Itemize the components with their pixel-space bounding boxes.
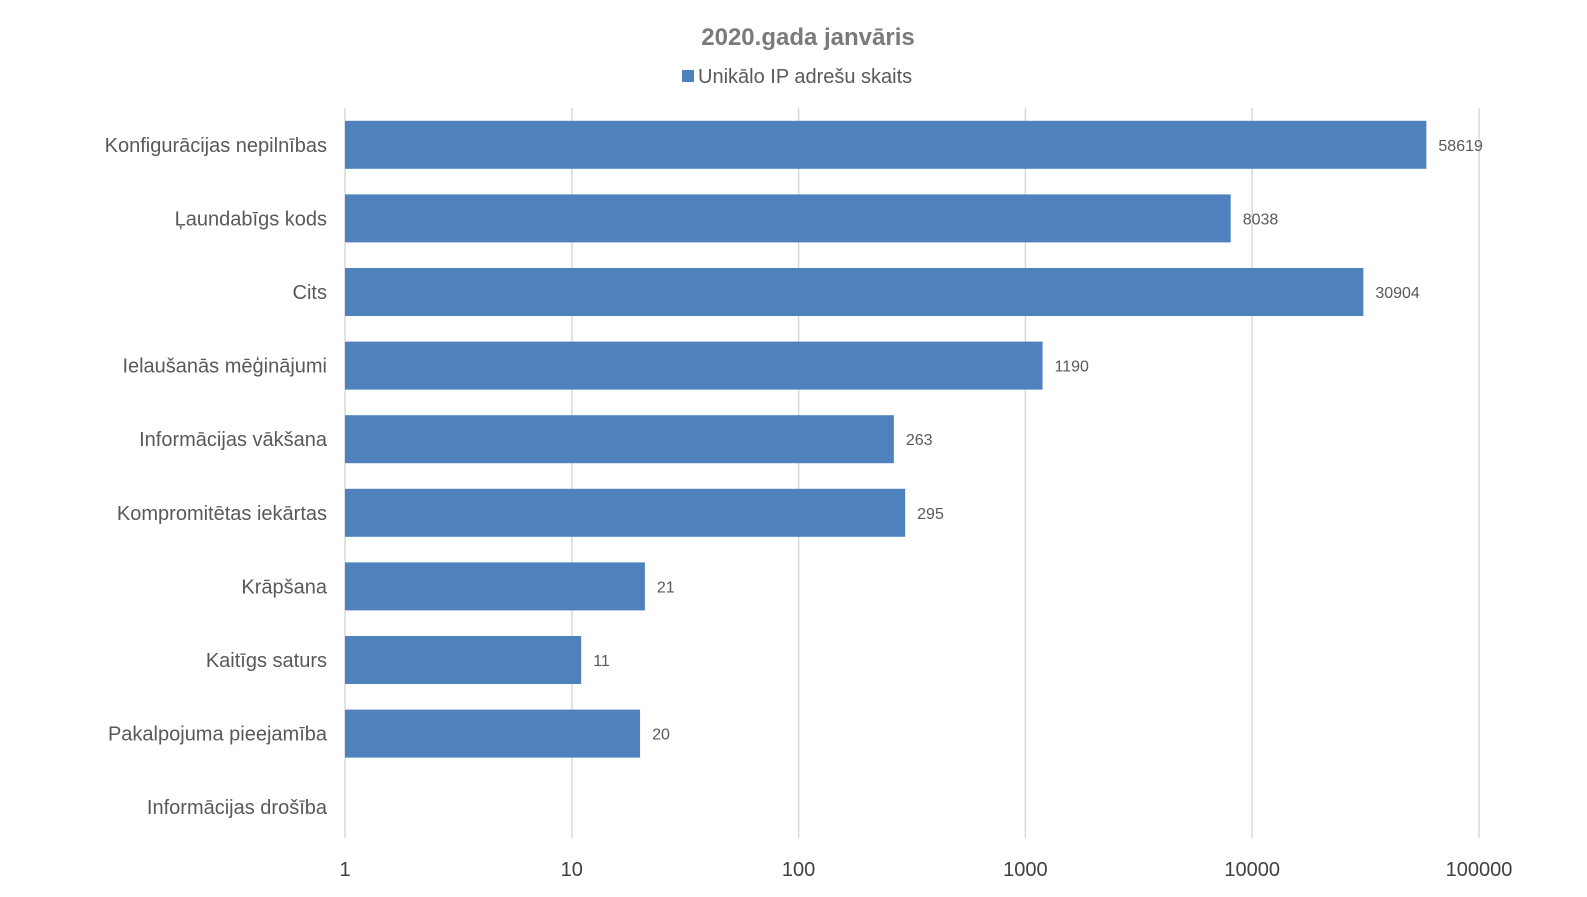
bar — [345, 268, 1364, 316]
data-label: 295 — [917, 506, 944, 523]
legend-swatch — [682, 70, 694, 82]
data-label: 263 — [906, 432, 933, 449]
category-label: Kaitīgs saturs — [206, 650, 327, 672]
bar — [345, 488, 906, 537]
x-tick-label: 10 — [561, 859, 583, 881]
category-label: Ļaundabīgs kods — [175, 208, 327, 230]
x-axis-tick-labels: 1 10 100 1000 10000 100000 — [339, 859, 1512, 881]
x-tick-label: 100 — [782, 859, 815, 881]
legend-label: Unikālo IP adrešu skaits — [698, 66, 912, 88]
bars — [345, 120, 1427, 758]
category-label: Ielaušanās mēģinājumi — [122, 356, 327, 378]
category-label: Cits — [293, 282, 327, 304]
bar — [345, 709, 641, 758]
bar — [345, 341, 1043, 390]
data-label: 8038 — [1243, 211, 1279, 228]
bar — [345, 636, 582, 684]
bar — [345, 562, 645, 611]
legend: Unikālo IP adrešu skaits — [682, 66, 912, 88]
data-label: 11 — [593, 653, 610, 670]
x-tick-label: 1000 — [1003, 859, 1048, 881]
bar — [345, 194, 1231, 243]
data-label: 58619 — [1438, 138, 1483, 155]
x-tick-label: 10000 — [1224, 859, 1280, 881]
category-label: Konfigurācijas nepilnības — [105, 135, 327, 157]
x-tick-label: 100000 — [1446, 859, 1513, 881]
category-label: Krāpšana — [241, 576, 327, 598]
category-label: Informācijas drošība — [147, 797, 328, 819]
data-labels: 58619 8038 30904 1190 263 295 21 11 20 — [593, 138, 1483, 744]
data-label: 21 — [657, 579, 675, 596]
bar — [345, 120, 1427, 169]
data-label: 30904 — [1375, 285, 1420, 302]
category-label: Pakalpojuma pieejamība — [108, 724, 328, 746]
category-label: Informācijas vākšana — [139, 429, 328, 451]
chart-title: 2020.gada janvāris — [701, 24, 914, 51]
category-label: Kompromitētas iekārtas — [117, 503, 327, 525]
bar — [345, 415, 894, 464]
x-tick-label: 1 — [339, 859, 350, 881]
category-labels: Konfigurācijas nepilnības Ļaundabīgs kods… — [105, 135, 328, 819]
data-label: 20 — [652, 727, 670, 744]
data-label: 1190 — [1055, 359, 1090, 376]
